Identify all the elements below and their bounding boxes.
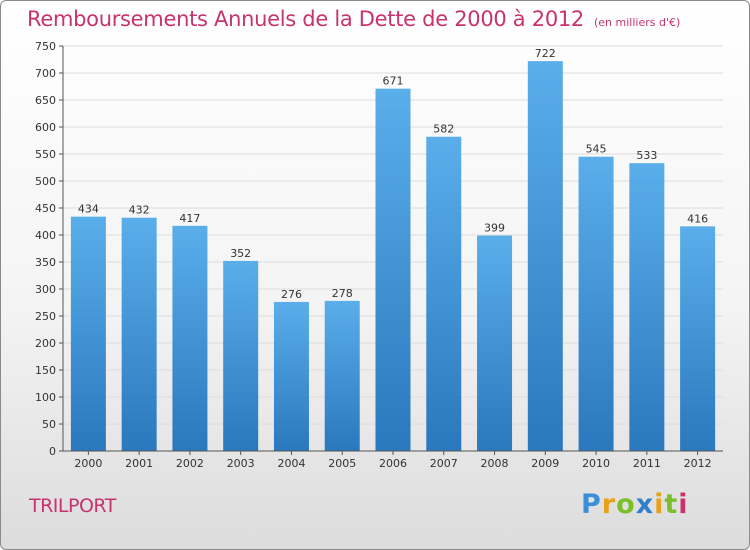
bar-2010 [578, 156, 614, 451]
data-label: 416 [687, 212, 708, 225]
brand-letter: i [678, 489, 689, 520]
bar-2008 [477, 235, 513, 451]
x-tick-label: 2008 [481, 457, 509, 470]
y-tick-label: 700 [35, 67, 56, 80]
brand-letter: x [635, 489, 655, 520]
y-tick-label: 650 [35, 94, 56, 107]
y-tick-label: 350 [35, 256, 56, 269]
bar-2004 [273, 301, 309, 451]
data-label: 722 [535, 47, 556, 60]
bar-2002 [172, 225, 208, 451]
bar-2011 [629, 163, 665, 451]
y-tick-label: 250 [35, 310, 56, 323]
data-label: 278 [332, 287, 353, 300]
data-label: 352 [230, 247, 251, 260]
brand-letter: r [601, 489, 617, 520]
bar-2009 [527, 61, 563, 452]
labels: 0 50 100 150 200 250 300 350 400 450 500 550 600 650 7… [35, 40, 712, 470]
y-tick-label: 450 [35, 202, 56, 215]
data-label: 399 [484, 222, 505, 235]
data-label: 545 [586, 143, 607, 156]
y-tick-label: 550 [35, 148, 56, 161]
x-tick-label: 2001 [125, 457, 153, 470]
axes [59, 45, 723, 455]
x-tick-label: 2012 [684, 457, 712, 470]
bars [70, 61, 716, 452]
y-tick-label: 0 [49, 445, 56, 458]
x-tick-label: 2002 [176, 457, 204, 470]
chart-title: Remboursements Annuels de la Dette de 20… [27, 7, 584, 31]
bar-2005 [324, 300, 360, 451]
title-line: Remboursements Annuels de la Dette de 20… [27, 7, 680, 31]
brand-letter: t [664, 489, 679, 520]
bar-2006 [375, 88, 411, 451]
y-tick-label: 50 [42, 418, 56, 431]
data-label: 432 [129, 204, 150, 217]
y-tick-label: 300 [35, 283, 56, 296]
y-tick-label: 600 [35, 121, 56, 134]
data-label: 417 [179, 212, 200, 225]
brand-letter: i [654, 489, 665, 520]
bar-2007 [426, 136, 462, 451]
data-label: 533 [636, 149, 657, 162]
bar-2012 [680, 226, 716, 451]
x-tick-label: 2003 [227, 457, 255, 470]
data-label: 582 [433, 123, 454, 136]
chart-subtitle: (en milliers d'€) [594, 16, 681, 29]
y-tick-label: 500 [35, 175, 56, 188]
brand-letter: o [616, 489, 636, 520]
x-tick-label: 2009 [531, 457, 559, 470]
x-tick-label: 2007 [430, 457, 458, 470]
x-tick-label: 2005 [328, 457, 356, 470]
brand-logo: Proxiti [581, 489, 689, 520]
bar-2003 [223, 260, 259, 451]
brand-letter: P [581, 489, 602, 520]
x-tick-label: 2000 [74, 457, 102, 470]
y-tick-label: 100 [35, 391, 56, 404]
x-tick-label: 2010 [582, 457, 610, 470]
bar-2001 [121, 217, 157, 451]
data-label: 276 [281, 288, 302, 301]
x-tick-label: 2006 [379, 457, 407, 470]
y-tick-label: 750 [35, 40, 56, 53]
y-tick-label: 200 [35, 337, 56, 350]
data-label: 671 [383, 75, 404, 88]
y-tick-label: 400 [35, 229, 56, 242]
bar-2000 [70, 216, 106, 451]
city-name: TRILPORT [29, 495, 116, 517]
y-tick-label: 150 [35, 364, 56, 377]
x-tick-label: 2004 [277, 457, 305, 470]
data-label: 434 [78, 203, 99, 216]
x-tick-label: 2011 [633, 457, 661, 470]
